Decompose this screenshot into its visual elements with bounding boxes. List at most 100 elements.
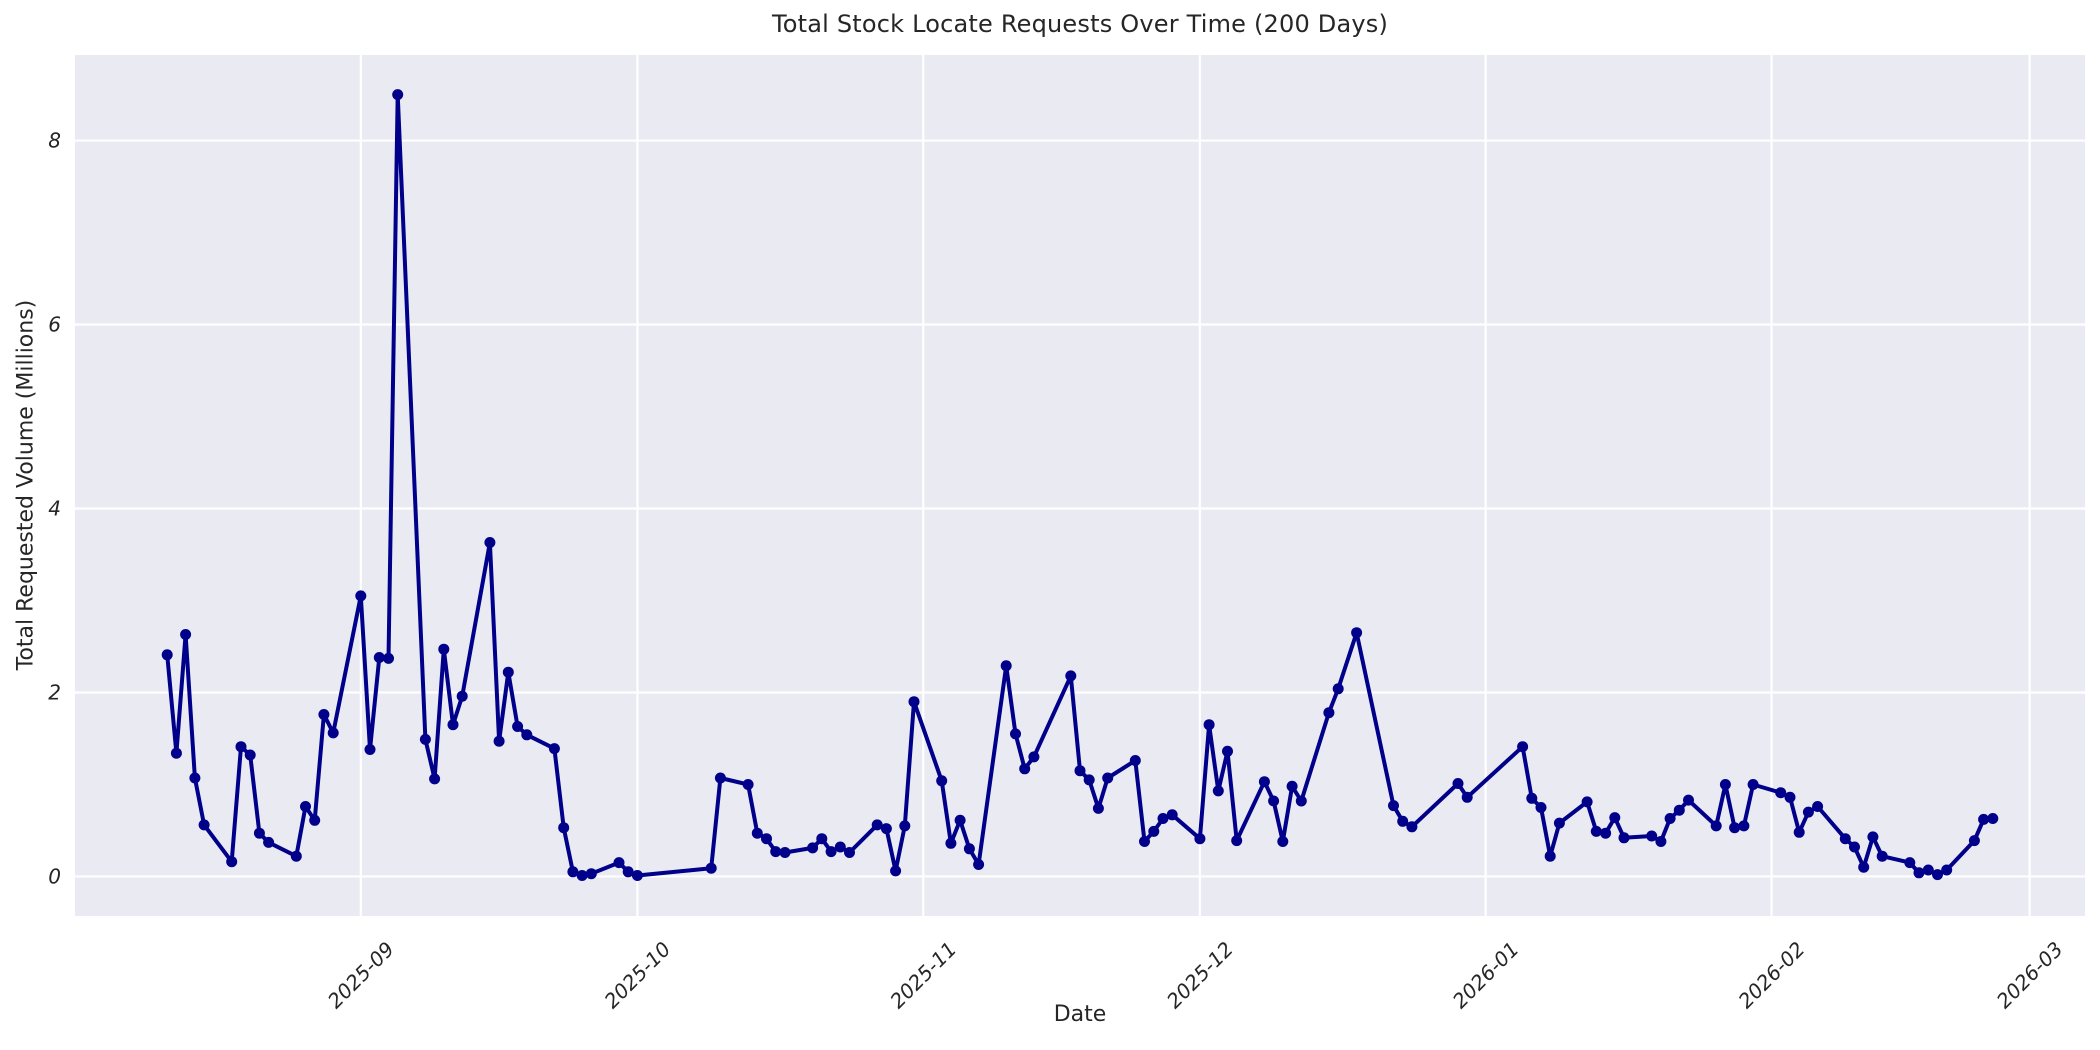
data-point	[945, 837, 957, 849]
data-point	[1231, 835, 1243, 847]
data-point	[1867, 831, 1879, 843]
data-point	[1212, 785, 1224, 797]
data-point	[1461, 791, 1473, 803]
data-point	[1747, 779, 1759, 790]
data-point	[1268, 795, 1280, 807]
data-point	[899, 820, 911, 832]
data-point	[161, 649, 173, 661]
data-point	[1710, 820, 1722, 832]
y-tick-label: 0	[48, 864, 61, 888]
data-point	[484, 537, 496, 548]
data-point	[871, 819, 883, 831]
data-point	[1000, 660, 1012, 672]
data-point	[1526, 792, 1538, 804]
data-point	[1968, 835, 1980, 847]
data-point	[189, 772, 201, 784]
data-points	[161, 89, 1999, 881]
data-point	[1978, 813, 1990, 825]
data-point	[973, 859, 985, 870]
data-point	[502, 666, 514, 678]
data-point	[1129, 755, 1141, 766]
data-point	[1517, 741, 1529, 753]
data-point	[263, 836, 275, 848]
data-point	[1683, 794, 1694, 806]
data-point	[1802, 806, 1814, 818]
data-point	[779, 847, 791, 858]
chart-title: Total Stock Locate Requests Over Time (2…	[771, 10, 1389, 38]
data-point	[1295, 795, 1307, 807]
data-point	[1849, 841, 1860, 853]
data-point	[1839, 833, 1851, 845]
data-point	[567, 866, 579, 878]
data-point	[1157, 813, 1169, 824]
data-point	[1258, 776, 1270, 788]
data-point	[1166, 809, 1178, 821]
data-point	[908, 696, 920, 708]
data-point	[244, 749, 256, 761]
data-point	[1904, 857, 1916, 869]
data-point	[1581, 796, 1593, 808]
data-point	[1729, 822, 1741, 834]
y-tick-label: 6	[48, 313, 61, 337]
data-point	[1600, 827, 1612, 839]
data-point	[1148, 825, 1160, 837]
data-point	[429, 773, 441, 785]
data-point	[705, 862, 717, 874]
data-point	[1332, 683, 1344, 695]
data-point	[613, 857, 625, 869]
data-point	[1858, 861, 1870, 873]
data-point	[1010, 728, 1021, 740]
data-point	[383, 652, 394, 664]
data-point	[1065, 670, 1077, 682]
data-point	[880, 823, 892, 835]
data-point	[456, 690, 468, 702]
y-tick-labels: 0 2 4 6 8	[48, 129, 61, 889]
data-point	[548, 743, 560, 755]
data-point	[1646, 830, 1658, 842]
data-point	[1609, 812, 1621, 824]
data-point	[1784, 791, 1796, 803]
data-point	[1388, 800, 1399, 812]
data-point	[1922, 864, 1934, 876]
data-point	[300, 801, 311, 812]
data-point	[1987, 813, 1999, 824]
data-point	[180, 629, 192, 640]
data-point	[558, 822, 570, 834]
data-point	[576, 870, 588, 881]
data-point	[226, 856, 238, 868]
data-point	[807, 842, 819, 854]
data-point	[585, 868, 597, 880]
axes-background	[75, 55, 2085, 916]
data-point	[447, 719, 459, 731]
data-point	[1738, 820, 1750, 832]
data-point	[1074, 765, 1086, 777]
data-point	[1286, 780, 1298, 792]
data-point	[1618, 832, 1630, 844]
data-point	[373, 652, 385, 663]
data-point	[1553, 817, 1565, 829]
data-point	[1941, 864, 1953, 876]
data-point	[1590, 825, 1602, 837]
data-point	[170, 747, 182, 759]
data-point	[512, 721, 524, 732]
data-point	[309, 814, 321, 826]
gridlines	[75, 55, 2085, 916]
data-point	[751, 827, 763, 839]
data-point	[714, 772, 726, 784]
data-point	[1673, 804, 1685, 816]
data-point	[1139, 836, 1150, 847]
data-point	[1719, 779, 1731, 790]
data-point	[1913, 867, 1925, 879]
series-line	[165, 92, 1995, 878]
data-point	[364, 744, 376, 755]
data-point	[355, 590, 367, 602]
data-point	[1544, 850, 1556, 862]
data-point	[1019, 763, 1031, 775]
y-tick-label: 8	[48, 129, 61, 153]
data-point	[438, 643, 450, 655]
data-point	[1203, 719, 1215, 731]
data-point	[742, 779, 754, 790]
data-point	[1452, 778, 1464, 789]
